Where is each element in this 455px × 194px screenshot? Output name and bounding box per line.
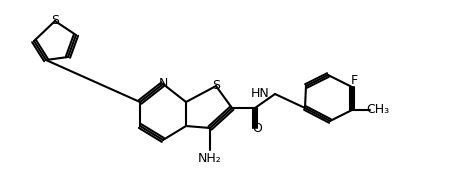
Text: N: N — [158, 77, 167, 90]
Text: S: S — [212, 80, 219, 93]
Text: HN: HN — [251, 87, 269, 100]
Text: F: F — [350, 74, 357, 87]
Text: O: O — [252, 121, 261, 134]
Text: CH₃: CH₃ — [365, 104, 388, 117]
Text: S: S — [51, 15, 59, 28]
Text: NH₂: NH₂ — [197, 152, 222, 165]
